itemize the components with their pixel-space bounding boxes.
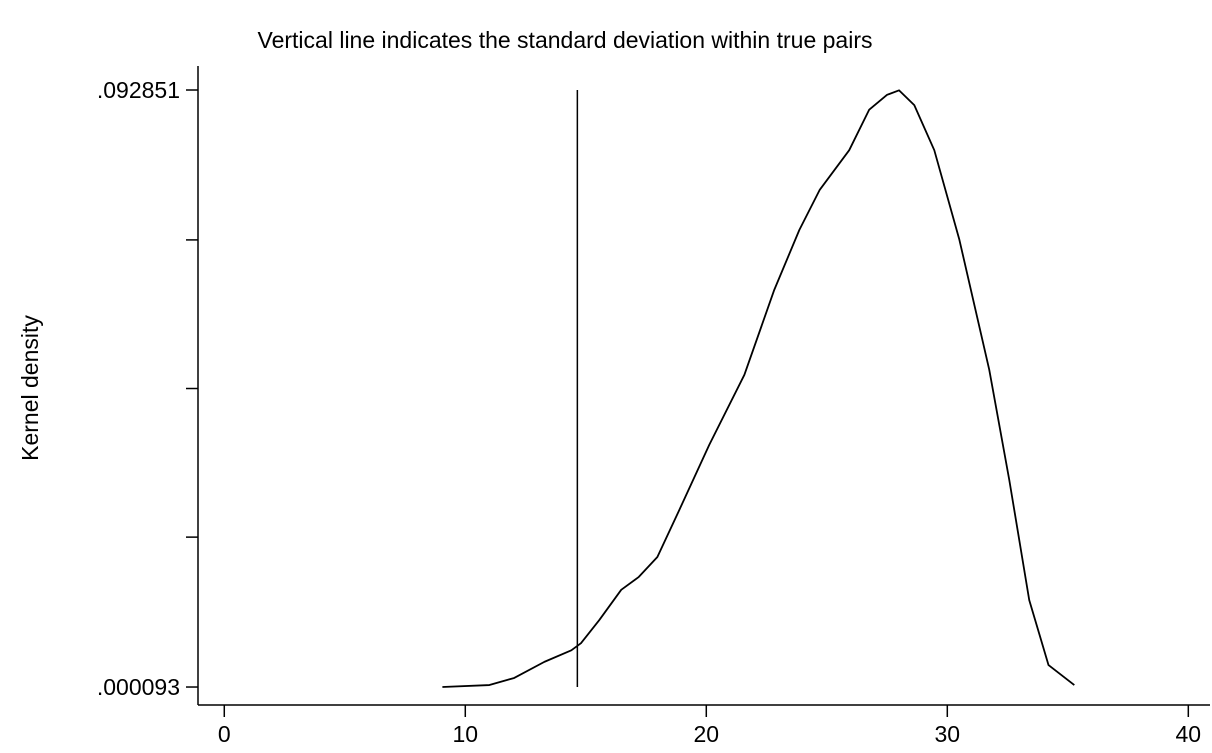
x-tick-label: 30 [935,721,961,747]
chart-title: Vertical line indicates the standard dev… [258,27,873,53]
x-tick-label: 20 [693,721,719,747]
y-tick-label: .000093 [97,674,180,700]
y-axis-label: Kernel density [17,315,43,461]
x-tick-label: 40 [1176,721,1202,747]
density-line [442,89,1075,688]
x-tick-label: 0 [218,721,231,747]
y-tick-label: .092851 [97,77,180,103]
x-tick-label: 10 [452,721,478,747]
